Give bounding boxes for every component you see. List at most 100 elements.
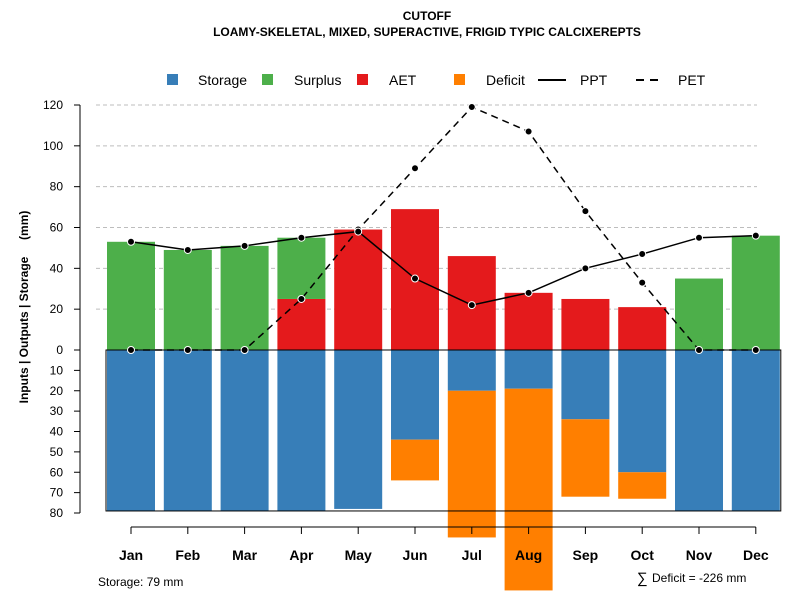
pet-point-Jul [467, 103, 476, 112]
series-lines [127, 103, 760, 354]
x-tick-label-Mar: Mar [232, 547, 257, 563]
aet-bar-Apr [277, 298, 326, 350]
y-tick-label-lower-60: 60 [50, 465, 64, 479]
ppt-point-Feb [183, 245, 192, 254]
storage-bar-Mar [220, 350, 269, 511]
y-tick-label-upper-60: 60 [50, 221, 64, 235]
storage-bar-Aug [504, 350, 553, 389]
ppt-point-Jan [127, 237, 135, 246]
y-tick-label-lower-40: 40 [50, 425, 64, 439]
storage-bar-Oct [618, 350, 667, 473]
ppt-line [130, 230, 756, 306]
y-tick-label-upper-80: 80 [50, 180, 64, 194]
legend-label-surplus: Surplus [294, 72, 341, 88]
y-tick-label-upper-20: 20 [50, 302, 64, 316]
x-tick-label-Jul: Jul [462, 547, 482, 563]
pet-point-Nov [695, 346, 703, 354]
aet-bar-Aug [504, 292, 553, 350]
x-tick-label-Nov: Nov [686, 547, 713, 563]
y-tick-label-upper-40: 40 [50, 261, 64, 275]
legend-label-deficit: Deficit [486, 72, 525, 88]
y-tick-label-lower-80: 80 [50, 506, 64, 520]
storage-bar-Jun [391, 350, 439, 440]
deficit-bar-Jun [391, 439, 439, 481]
deficit-note: Deficit = -226 mm [652, 571, 746, 585]
y-tick-label-lower-30: 30 [50, 404, 64, 418]
chart-title: CUTOFF [403, 9, 451, 23]
y-tick-label-lower-50: 50 [50, 445, 64, 459]
storage-bar-Nov [675, 350, 723, 511]
legend-swatch-aet [357, 74, 368, 85]
y-tick-label-lower-20: 20 [50, 384, 64, 398]
aet-bar-Sep [561, 298, 610, 350]
ppt-point-Nov [695, 233, 703, 242]
ppt-point-Oct [638, 250, 647, 259]
storage-capacity-box [105, 349, 782, 512]
pet-point-Jun [411, 164, 419, 173]
bars [105, 209, 782, 591]
surplus-bar-Apr [277, 237, 326, 299]
legend-swatch-deficit [454, 74, 465, 85]
legend-swatch-storage [167, 74, 178, 85]
deficit-bar-Aug [504, 388, 553, 591]
y-tick-label-upper-0: 0 [56, 343, 63, 357]
ppt-point-Mar [240, 241, 249, 250]
aet-bar-May [334, 229, 383, 350]
x-tick-label-Feb: Feb [175, 547, 200, 563]
pet-line [131, 106, 756, 351]
surplus-bar-Nov [675, 278, 723, 350]
y-tick-label-lower-10: 10 [50, 363, 64, 377]
surplus-bar-Dec [731, 235, 780, 350]
storage-bar-Feb [163, 350, 212, 511]
x-tick-label-Aug: Aug [515, 547, 542, 563]
storage-bar-Jan [107, 350, 155, 511]
deficit-bar-Oct [618, 472, 667, 499]
deficit-bar-Jul [447, 390, 496, 538]
pet-point-Mar [240, 346, 249, 354]
x-tick-label-May: May [345, 547, 372, 563]
storage-bar-Jul [447, 350, 496, 391]
ppt-point-Dec [751, 231, 760, 240]
y-axis-label: Inputs | Outputs | Storage (mm) [17, 211, 31, 404]
surplus-bar-Mar [220, 245, 269, 350]
legend-label-pet: PET [678, 72, 706, 88]
x-tick-label-Dec: Dec [743, 547, 769, 563]
storage-note: Storage: 79 mm [98, 575, 183, 589]
legend-label-ppt: PPT [580, 72, 608, 88]
ppt-point-May [354, 227, 363, 236]
ppt-point-Jun [411, 274, 419, 283]
legend-label-aet: AET [389, 72, 417, 88]
y-tick-label-upper-120: 120 [43, 98, 63, 112]
x-tick-label-Oct: Oct [631, 547, 655, 563]
pet-point-Oct [638, 278, 647, 287]
x-tick-label-Jun: Jun [403, 547, 428, 563]
ppt-point-Jul [467, 301, 476, 310]
y-tick-label-upper-100: 100 [43, 139, 63, 153]
x-tick-label-Apr: Apr [289, 547, 314, 563]
x-tick-label-Jan: Jan [119, 547, 143, 563]
surplus-bar-Jan [107, 241, 155, 350]
chart-subtitle: LOAMY-SKELETAL, MIXED, SUPERACTIVE, FRIG… [213, 25, 641, 39]
surplus-bar-Feb [163, 249, 212, 350]
ppt-point-Sep [581, 264, 590, 273]
storage-bar-May [334, 350, 383, 509]
ppt-point-Aug [524, 288, 533, 297]
pet-point-Aug [524, 127, 533, 136]
y-tick-label-lower-70: 70 [50, 486, 64, 500]
legend-label-storage: Storage [198, 72, 247, 88]
aet-bar-Oct [618, 307, 667, 350]
sum-symbol: ∑ [637, 570, 648, 587]
x-tick-label-Sep: Sep [573, 547, 599, 563]
pet-point-Apr [297, 294, 306, 303]
legend: Storage Surplus AET Deficit PPT PET [167, 72, 706, 88]
legend-swatch-surplus [262, 74, 273, 85]
axes: 0 20 40 60 80 100 120 10 20 30 40 50 60 70 80 Jan Feb Mar… [43, 98, 769, 563]
pet-point-Sep [581, 207, 590, 216]
ppt-point-Apr [297, 233, 306, 242]
storage-bar-Apr [277, 350, 326, 511]
pet-point-Feb [183, 346, 192, 354]
storage-bar-Dec [731, 350, 780, 511]
pet-point-Dec [751, 346, 760, 354]
deficit-bar-Sep [561, 419, 610, 497]
